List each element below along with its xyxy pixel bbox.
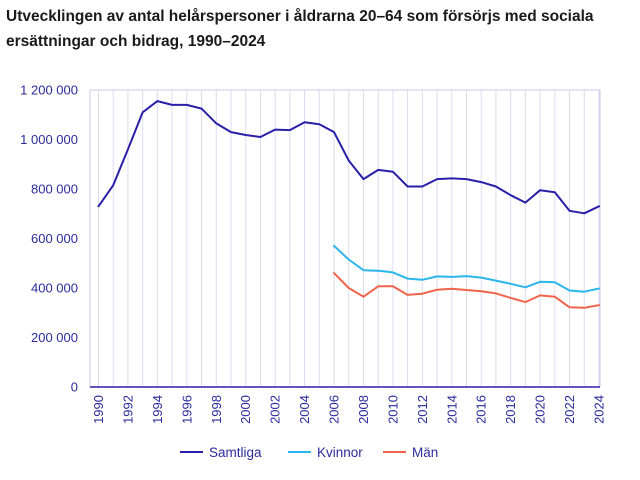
series-line-m-n	[333, 272, 600, 309]
x-tick-label: 2006	[327, 395, 342, 424]
series-lines	[97, 100, 600, 309]
chart-title: Utvecklingen av antal helårspersoner i å…	[6, 8, 594, 50]
series-line-samtliga	[97, 100, 600, 215]
x-tick-label: 1998	[209, 395, 224, 424]
x-tick-label: 2000	[238, 395, 253, 424]
x-tick-label: 1990	[91, 395, 106, 424]
y-tick-label: 200 000	[31, 330, 78, 345]
x-tick-label: 2014	[444, 395, 459, 424]
x-tick-label: 1992	[120, 395, 135, 424]
y-tick-label: 600 000	[31, 231, 78, 246]
legend-label: Män	[412, 445, 438, 460]
legend-label: Kvinnor	[317, 445, 363, 460]
axes	[89, 89, 601, 388]
y-tick-label: 0	[71, 380, 78, 395]
x-axis-ticks: 1990 1992 1994 1996 1998 2000 2002 2004 2006 2008…	[91, 395, 606, 424]
y-tick-label: 400 000	[31, 281, 78, 296]
gridlines	[98, 90, 600, 387]
y-axis-ticks: 0 200 000 400 000 600 000 800 000 1 000 000 1 …	[20, 83, 78, 395]
x-tick-label: 2012	[415, 395, 430, 424]
x-tick-label: 2010	[385, 395, 400, 424]
x-tick-label: 1994	[150, 395, 165, 424]
y-tick-label: 1 200 000	[20, 83, 78, 98]
x-tick-label: 2002	[268, 395, 283, 424]
x-tick-label: 1996	[179, 395, 194, 424]
x-tick-label: 2016	[474, 395, 489, 424]
legend-label: Samtliga	[209, 445, 262, 460]
y-tick-label: 800 000	[31, 182, 78, 197]
series-line-kvinnor	[333, 244, 600, 293]
x-tick-label: 2022	[562, 395, 577, 424]
x-tick-label: 2020	[533, 395, 548, 424]
x-tick-label: 2018	[503, 395, 518, 424]
x-tick-label: 2024	[591, 395, 606, 424]
x-tick-label: 2008	[356, 395, 371, 424]
y-tick-label: 1 000 000	[20, 132, 78, 147]
legend: Samtliga Kvinnor Män	[180, 445, 438, 460]
x-tick-label: 2004	[297, 395, 312, 424]
